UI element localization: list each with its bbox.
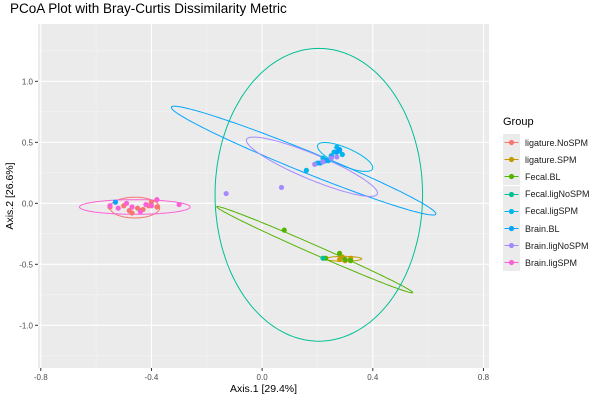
x-tick-label: 0.8: [478, 373, 490, 382]
point-ligature.NoSPM: [129, 210, 135, 216]
legend-label: Brain.ligNoSPM: [525, 240, 589, 251]
legend-item: ligature.NoSPM: [503, 134, 590, 152]
x-tick-label: 0.4: [367, 373, 379, 382]
legend-items: ligature.NoSPM ligature.SPM Fecal.BL Fecal.…: [503, 134, 590, 272]
y-tick-label: -1.0: [19, 321, 33, 330]
point-Brain.ligSPM: [148, 203, 155, 209]
y-axis-title: Axis.2 [26.6%]: [4, 162, 16, 229]
point-Fecal.ligSPM: [339, 151, 345, 158]
legend-label: Fecal.ligNoSPM: [525, 189, 590, 200]
legend-key: [503, 237, 520, 255]
ellipse-Brain.BL: [170, 105, 437, 216]
point-Brain.ligSPM: [107, 203, 113, 209]
y-tick-label: 1.0: [22, 77, 34, 86]
point-Brain.ligSPM: [143, 201, 149, 208]
legend-key: [503, 185, 520, 203]
y-tick-label: 0.0: [22, 199, 34, 208]
point-Brain.ligSPM: [115, 205, 121, 211]
point-Brain.ligNoSPM: [328, 155, 334, 161]
point-Brain.ligSPM: [129, 204, 135, 210]
legend-label: ligature.SPM: [525, 154, 577, 165]
legend-item: Brain.ligNoSPM: [503, 237, 590, 255]
x-axis-title: Axis.1 [29.4%]: [230, 383, 297, 395]
legend-key: [503, 254, 520, 272]
point-Brain.ligSPM: [137, 209, 143, 215]
legend-label: Brain.BL: [525, 223, 560, 234]
legend-item: Fecal.ligSPM: [503, 202, 590, 220]
point-Brain.ligNoSPM: [278, 184, 285, 191]
point-Brain.ligNoSPM: [312, 161, 318, 167]
point-Brain.ligNoSPM: [320, 159, 326, 165]
point-Brain.BL: [112, 199, 119, 205]
legend-key: [503, 202, 520, 220]
legend-label: Fecal.ligSPM: [525, 206, 579, 217]
point-Brain.BL: [336, 147, 343, 153]
point-Fecal.ligSPM: [303, 167, 309, 173]
point-Fecal.BL: [336, 250, 343, 256]
ellipse-Brain.ligNoSPM: [245, 136, 379, 197]
point-Brain.ligSPM: [123, 200, 130, 206]
ellipse-Fecal.ligNoSPM: [214, 47, 424, 342]
legend-key: [503, 151, 520, 169]
point-Brain.ligNoSPM: [223, 190, 229, 197]
ellipse-Brain.ligSPM: [79, 199, 191, 215]
point-Fecal.BL: [281, 227, 287, 233]
x-tick-label: -0.4: [145, 373, 159, 382]
x-tick-label: 0.0: [257, 373, 269, 382]
y-tick-label: 0.5: [22, 138, 34, 147]
legend-label: ligature.NoSPM: [525, 137, 589, 148]
plot-panel: [38, 24, 489, 368]
point-Fecal.ligNoSPM: [320, 255, 326, 261]
legend-item: Brain.BL: [503, 220, 590, 238]
legend-item: ligature.SPM: [503, 151, 590, 169]
legend-title: Group: [503, 116, 534, 128]
chart-title: PCoA Plot with Bray-Curtis Dissimilarity…: [10, 1, 287, 16]
point-Brain.ligSPM: [154, 197, 160, 203]
ellipse-Fecal.BL: [216, 206, 414, 294]
legend-label: Fecal.BL: [525, 171, 561, 182]
legend: Group ligature.NoSPM ligature.SPM Fecal.BL…: [503, 116, 590, 272]
point-Brain.ligSPM: [176, 201, 182, 208]
x-tick-label: -0.8: [34, 373, 48, 382]
y-tick-label: -0.5: [19, 260, 33, 269]
point-Fecal.BL: [348, 258, 354, 264]
point-ligature.NoSPM: [148, 199, 155, 205]
legend-item: Fecal.BL: [503, 168, 590, 186]
point-Fecal.BL: [342, 256, 348, 263]
legend-key: [503, 134, 520, 152]
legend-key: [503, 220, 520, 238]
legend-label: Brain.ligSPM: [525, 257, 578, 268]
point-ligature.NoSPM: [154, 204, 160, 210]
point-Brain.ligNoSPM: [334, 154, 340, 160]
legend-key: [503, 168, 520, 186]
legend-item: Fecal.ligNoSPM: [503, 185, 590, 203]
legend-item: Brain.ligSPM: [503, 254, 590, 272]
